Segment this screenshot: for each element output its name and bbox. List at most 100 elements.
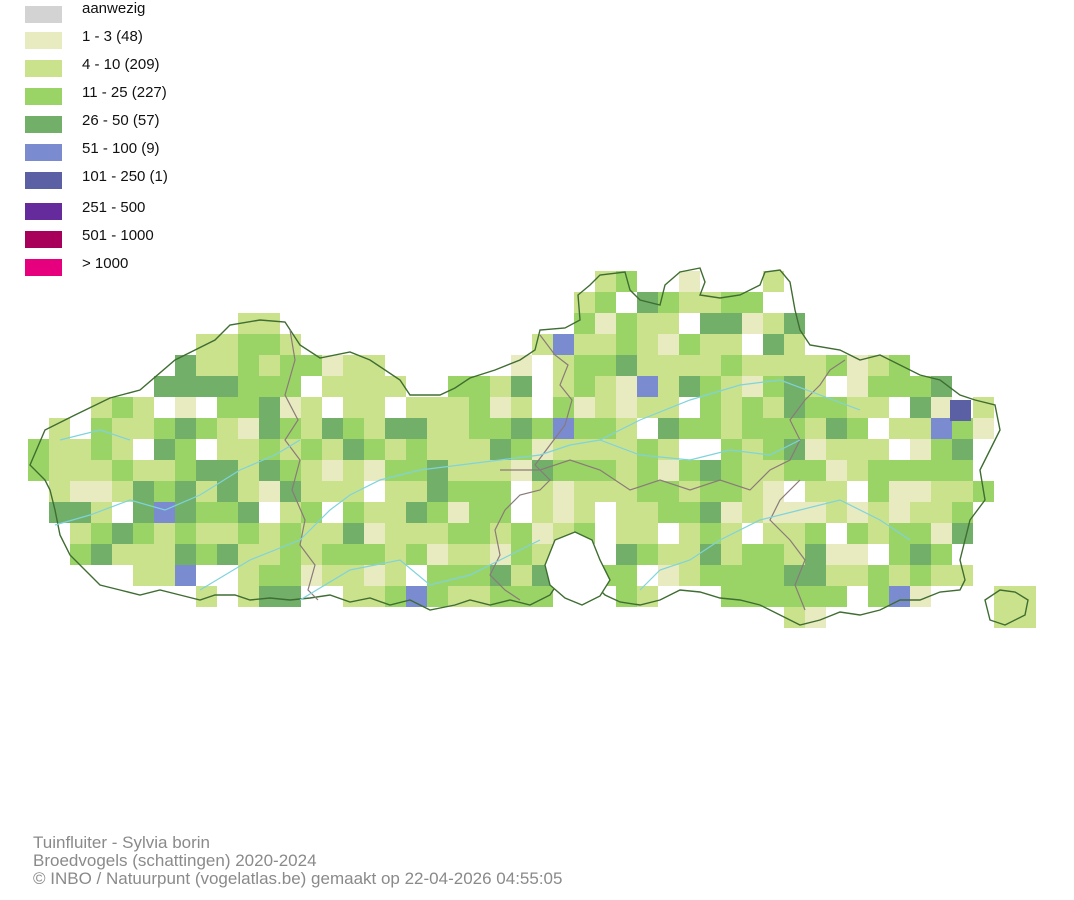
grid-cell [595, 313, 616, 334]
grid-cell [637, 502, 658, 523]
grid-cell [91, 460, 112, 481]
grid-cell [364, 376, 385, 397]
grid-cell [343, 397, 364, 418]
grid-cell [742, 397, 763, 418]
legend-swatch [25, 116, 62, 133]
grid-cell [133, 544, 154, 565]
grid-cell [553, 502, 574, 523]
grid-cell [70, 439, 91, 460]
grid-cell [343, 460, 364, 481]
grid-cell [343, 481, 364, 502]
brussels-outline [544, 531, 611, 606]
legend-swatch [25, 172, 62, 189]
grid-cell [175, 439, 196, 460]
grid-cell [364, 397, 385, 418]
grid-cell [301, 439, 322, 460]
grid-cell [868, 355, 889, 376]
grid-cell [826, 502, 847, 523]
grid-cell [343, 586, 364, 607]
grid-cell [658, 334, 679, 355]
grid-cell [490, 376, 511, 397]
grid-cell [574, 397, 595, 418]
grid-cell [805, 481, 826, 502]
grid-cell [931, 523, 952, 544]
grid-cell [28, 439, 49, 460]
copyright-credit: © INBO / Natuurpunt (vogelatlas.be) gema… [33, 869, 563, 888]
grid-cell [385, 376, 406, 397]
grid-cell [427, 586, 448, 607]
legend-item: 26 - 50 (57) [25, 112, 345, 133]
grid-cell [994, 586, 1015, 607]
grid-cell [511, 355, 532, 376]
province-borders [284, 329, 846, 611]
grid-cell [784, 565, 805, 586]
grid-cell [217, 481, 238, 502]
grid-cell [175, 418, 196, 439]
grid-cell [259, 397, 280, 418]
grid-cell [931, 502, 952, 523]
grid-cell [112, 460, 133, 481]
grid-cell [952, 481, 973, 502]
grid-cell [805, 565, 826, 586]
grid-cell [490, 523, 511, 544]
grid-cell [784, 523, 805, 544]
legend-label: > 1000 [82, 255, 129, 272]
grid-cell [931, 418, 952, 439]
grid-cell [679, 376, 700, 397]
grid-cell [490, 481, 511, 502]
grid-cell [469, 418, 490, 439]
grid-cell [28, 460, 49, 481]
grid-cell [511, 376, 532, 397]
legend-label: 51 - 100 (9) [82, 140, 160, 157]
grid-cell [91, 397, 112, 418]
grid-cell [322, 418, 343, 439]
grid-cell [910, 397, 931, 418]
grid-cell [847, 502, 868, 523]
grid-cell [616, 481, 637, 502]
grid-cell [616, 418, 637, 439]
grid-cell [910, 418, 931, 439]
grid-cell [49, 418, 70, 439]
grid-cell [490, 502, 511, 523]
grid-cell [847, 397, 868, 418]
grid-cell [805, 586, 826, 607]
grid-cell [784, 586, 805, 607]
grid-cell [133, 418, 154, 439]
grid-cell [385, 502, 406, 523]
grid-cell [637, 523, 658, 544]
grid-cell [301, 397, 322, 418]
grid-cell [805, 397, 826, 418]
grid-cell [805, 607, 826, 628]
grid-cell [70, 460, 91, 481]
grid-cell [469, 481, 490, 502]
grid-cell [49, 481, 70, 502]
grid-cell [154, 376, 175, 397]
grid-cell [448, 439, 469, 460]
grid-cell [532, 460, 553, 481]
grid-cell [259, 376, 280, 397]
grid-cell [91, 544, 112, 565]
legend-swatch [25, 88, 62, 105]
grid-cell [196, 502, 217, 523]
legend-label: 501 - 1000 [82, 227, 154, 244]
grid-cell [553, 334, 574, 355]
grid-cell [742, 355, 763, 376]
grid-cell [91, 523, 112, 544]
grid-cell [154, 460, 175, 481]
grid-cell [616, 376, 637, 397]
legend-item: aanwezig [25, 0, 345, 23]
grid-cell [112, 418, 133, 439]
grid-cell [700, 313, 721, 334]
grid-cell [658, 481, 679, 502]
grid-cell [910, 460, 931, 481]
grid-cell [574, 334, 595, 355]
grid-cell [469, 523, 490, 544]
grid-cell [469, 502, 490, 523]
grid-cell [742, 439, 763, 460]
grid-cell [910, 544, 931, 565]
grid-cell [448, 523, 469, 544]
grid-cell [574, 376, 595, 397]
grid-cell [595, 397, 616, 418]
grid-cell [931, 481, 952, 502]
